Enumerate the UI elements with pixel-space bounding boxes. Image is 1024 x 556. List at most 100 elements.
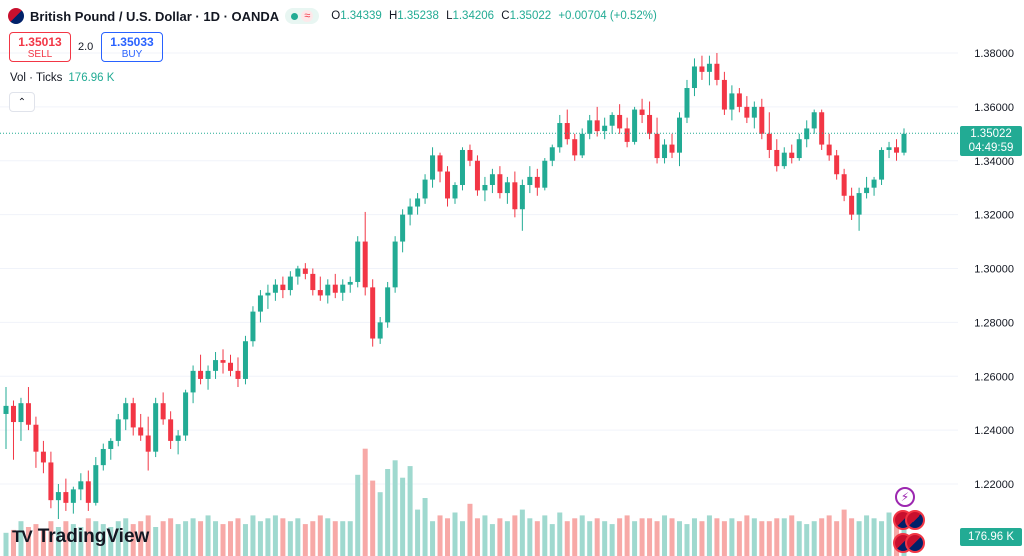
candle-body [130, 403, 136, 428]
volume-bar [624, 515, 630, 556]
volume-bar [18, 521, 24, 556]
volume-bar [684, 524, 690, 556]
candle-body [85, 481, 91, 503]
candle-body [811, 112, 817, 129]
candles [3, 53, 907, 520]
symbol-title[interactable]: British Pound / U.S. Dollar · 1D · OANDA [30, 8, 280, 24]
volume-bar [826, 515, 832, 556]
candle-body [744, 106, 750, 118]
market-status-pill[interactable]: ≈ [285, 8, 320, 24]
volume-bar [474, 518, 480, 556]
volume-bar [654, 521, 660, 556]
volume-bar [63, 521, 69, 556]
candle-body [250, 311, 256, 342]
volume-bar [370, 480, 376, 556]
volume-bar [385, 469, 391, 556]
candle-body [826, 144, 832, 156]
candle-body [691, 66, 697, 89]
tradingview-logo[interactable]: TV TradingView [12, 526, 149, 548]
volume-bar [250, 515, 256, 556]
candle-body [617, 114, 623, 129]
volume-bar [647, 518, 653, 556]
candle-body [25, 403, 31, 425]
volume-bar [407, 466, 413, 556]
candle-body [572, 139, 578, 156]
volume-bar [235, 518, 241, 556]
volume-bar [362, 448, 368, 556]
candle-body [534, 176, 540, 188]
volume-bar [70, 524, 76, 556]
candle-body [78, 481, 84, 490]
volume-bar [841, 509, 847, 556]
volume-bar [729, 518, 735, 556]
candle-body [602, 125, 608, 132]
candle-body [632, 109, 638, 142]
collapse-legend-button[interactable]: ⌃ [9, 92, 35, 112]
lightning-icon[interactable]: ⚡ [895, 487, 915, 507]
candle-body [714, 63, 720, 80]
candle-body [115, 419, 121, 441]
candle-body [287, 276, 293, 291]
buy-button[interactable]: 1.35033 BUY [101, 32, 163, 62]
volume-bar [879, 521, 885, 556]
volume-bar [205, 515, 211, 556]
us-event-icon[interactable] [905, 533, 925, 553]
candle-body [183, 392, 189, 436]
candle-body [662, 144, 668, 159]
candle-body [901, 133, 907, 153]
candle-body [677, 117, 682, 153]
high-label: H [388, 10, 398, 22]
candle-body [93, 465, 99, 503]
volume-bar [639, 518, 645, 556]
volume-bar [781, 518, 787, 556]
volume-bar [78, 527, 84, 556]
candle-body [55, 492, 61, 501]
candle-body [849, 195, 855, 215]
wave-icon: ≈ [301, 10, 314, 22]
volume-bar [572, 518, 578, 556]
y-tick-label: 1.38000 [974, 48, 1014, 60]
volume-legend[interactable]: Vol · Ticks 176.96 K [10, 72, 114, 84]
volume-bar [587, 521, 593, 556]
volume-bar [871, 518, 877, 556]
volume-bar [751, 518, 757, 556]
candle-body [325, 284, 331, 296]
low-label: L [446, 10, 453, 22]
candle-body [108, 440, 114, 449]
volume-bar [602, 521, 608, 556]
candle-body [317, 290, 323, 296]
volume-bar [190, 518, 196, 556]
candle-body [235, 370, 241, 379]
candle-body [497, 174, 503, 194]
candle-body [385, 287, 391, 323]
candle-body [557, 123, 563, 148]
candle-body [437, 155, 443, 172]
volume-bar [886, 512, 892, 556]
candle-body [706, 63, 712, 72]
gbp-usd-flag-icon [8, 8, 24, 24]
candle-body [153, 403, 159, 452]
candle-body [879, 149, 885, 180]
uk-event-icon[interactable] [905, 510, 925, 530]
volume-bar [430, 521, 436, 556]
volume-bar [437, 515, 443, 556]
candle-body [781, 152, 787, 167]
candle-body [564, 123, 570, 140]
volume-bar [669, 518, 675, 556]
candle-body [594, 120, 600, 132]
volume-bar [579, 515, 585, 556]
low-value: 1.34206 [452, 10, 495, 22]
candle-body [355, 241, 361, 282]
candle-body [168, 419, 174, 441]
close-label: C [501, 10, 510, 22]
sell-button[interactable]: 1.35013 SELL [9, 32, 71, 62]
candle-body [579, 133, 585, 156]
volume-bar [849, 518, 855, 556]
candle-body [834, 155, 840, 175]
volume-bar [85, 518, 91, 556]
candle-body [415, 198, 421, 207]
volume-bar [100, 524, 106, 556]
candle-body [370, 287, 376, 339]
volume-bar [25, 527, 31, 556]
